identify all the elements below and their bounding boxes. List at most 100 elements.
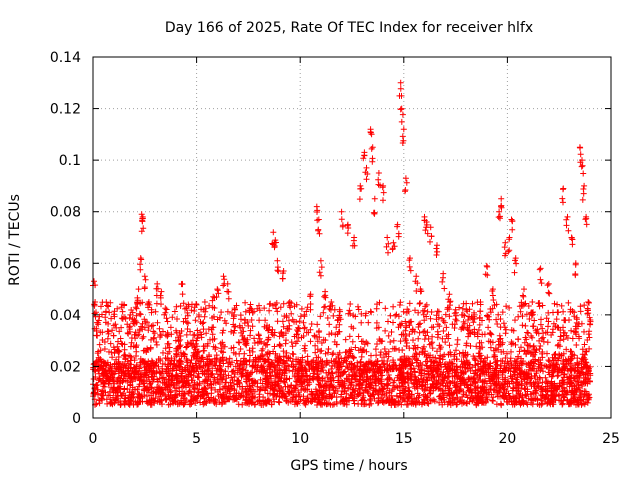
data-point xyxy=(266,397,273,404)
data-point xyxy=(109,354,116,361)
data-point xyxy=(304,382,311,389)
data-point xyxy=(204,380,211,387)
data-point xyxy=(213,294,220,300)
data-point xyxy=(157,390,164,397)
data-point xyxy=(493,381,500,388)
data-point xyxy=(295,374,302,381)
data-point xyxy=(173,303,180,310)
data-point xyxy=(318,384,325,391)
data-point xyxy=(519,322,526,329)
data-point xyxy=(406,331,413,338)
data-point xyxy=(422,227,429,234)
data-point xyxy=(451,372,458,379)
data-point xyxy=(285,388,292,395)
data-point xyxy=(150,395,157,402)
data-point xyxy=(283,349,290,356)
data-point xyxy=(141,285,148,292)
data-point xyxy=(156,325,163,332)
data-point xyxy=(201,299,208,305)
data-point xyxy=(395,230,402,237)
data-point xyxy=(138,256,145,263)
data-point xyxy=(370,385,377,392)
data-point xyxy=(583,348,589,355)
data-point xyxy=(355,401,362,407)
data-point xyxy=(96,358,103,365)
data-point xyxy=(540,338,547,345)
data-point xyxy=(315,216,322,223)
data-point xyxy=(324,359,331,366)
data-point xyxy=(107,340,114,347)
data-point xyxy=(529,323,536,330)
data-point xyxy=(94,386,101,393)
data-point xyxy=(555,341,562,348)
data-point xyxy=(256,338,263,345)
data-point xyxy=(561,371,568,377)
data-point xyxy=(131,357,138,364)
data-point xyxy=(183,331,190,338)
data-point xyxy=(255,332,262,339)
data-point xyxy=(544,329,551,336)
data-point xyxy=(428,324,435,331)
data-point xyxy=(259,352,266,359)
data-point xyxy=(501,365,508,372)
data-point xyxy=(585,299,592,305)
data-point xyxy=(117,335,124,342)
data-point xyxy=(537,265,544,272)
data-point xyxy=(314,321,321,328)
data-point xyxy=(133,342,140,349)
data-point xyxy=(467,343,474,349)
data-point xyxy=(363,339,370,346)
data-point xyxy=(398,331,405,338)
data-point xyxy=(266,307,273,314)
data-point xyxy=(342,349,349,356)
data-point xyxy=(510,393,517,400)
data-point xyxy=(195,360,202,366)
data-point xyxy=(230,367,237,374)
data-point xyxy=(248,306,255,312)
data-point xyxy=(205,373,212,380)
data-point xyxy=(339,223,346,230)
data-point xyxy=(296,318,303,325)
data-point xyxy=(178,392,185,399)
data-point xyxy=(461,360,468,366)
data-point xyxy=(361,152,368,159)
data-point xyxy=(522,334,529,341)
data-point xyxy=(155,363,162,370)
data-point xyxy=(276,341,283,348)
data-point xyxy=(185,303,192,310)
data-point xyxy=(329,351,336,358)
data-point xyxy=(286,367,293,374)
data-point xyxy=(307,293,314,300)
data-point xyxy=(344,365,351,372)
data-point xyxy=(533,370,540,377)
data-point xyxy=(554,342,561,349)
x-tick-label: 5 xyxy=(192,431,201,447)
data-point xyxy=(277,304,284,311)
data-point xyxy=(264,370,271,377)
data-point xyxy=(477,301,484,308)
data-point xyxy=(99,370,106,377)
data-point xyxy=(111,308,118,315)
data-point xyxy=(538,316,544,323)
data-point xyxy=(204,343,211,349)
data-point xyxy=(411,395,417,402)
data-point xyxy=(136,327,143,334)
data-point xyxy=(321,383,328,390)
data-point xyxy=(476,339,483,346)
data-point xyxy=(98,303,104,310)
data-point xyxy=(567,366,574,373)
data-point xyxy=(442,383,449,390)
data-point xyxy=(512,341,519,348)
data-point xyxy=(586,328,593,335)
data-point xyxy=(308,388,315,395)
data-point xyxy=(224,280,231,287)
data-point xyxy=(400,369,407,376)
data-point xyxy=(494,382,501,389)
data-point xyxy=(130,343,137,350)
data-point xyxy=(524,375,530,382)
data-point xyxy=(397,338,404,345)
data-point xyxy=(477,308,484,315)
data-point xyxy=(261,305,268,312)
data-point xyxy=(256,391,263,398)
data-point xyxy=(234,396,240,403)
